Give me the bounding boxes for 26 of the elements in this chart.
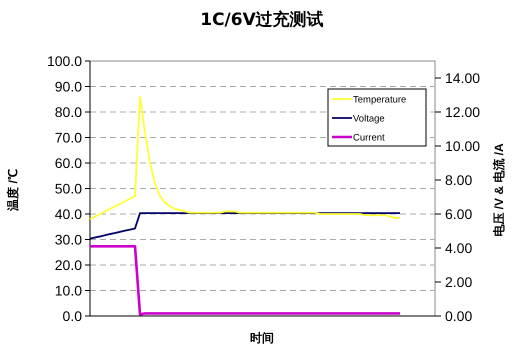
- y2-tick-label: 12.00: [445, 104, 480, 120]
- y-tick-label: 40.0: [54, 206, 82, 222]
- y-tick-label: 80.0: [54, 104, 82, 120]
- y2-tick-label: 6.00: [445, 206, 472, 222]
- y2-tick-label: 0.00: [445, 308, 472, 324]
- y-tick-label: 90.0: [54, 78, 82, 94]
- y-tick-label: 0.0: [62, 308, 82, 324]
- legend-label: Temperature: [353, 94, 406, 106]
- y-tick-label: 50.0: [54, 180, 82, 196]
- y-tick-label: 60.0: [54, 155, 82, 171]
- y2-tick-label: 14.00: [445, 70, 480, 86]
- y2-tick-label: 10.00: [445, 138, 480, 154]
- y2-tick-label: 2.00: [445, 274, 472, 290]
- x-axis-title: 时间: [250, 331, 274, 345]
- y2-tick-label: 8.00: [445, 172, 472, 188]
- y-tick-label: 70.0: [54, 130, 82, 146]
- y2-tick-label: 4.00: [445, 240, 472, 256]
- y-tick-label: 20.0: [54, 257, 82, 273]
- y-tick-label: 30.0: [54, 232, 82, 248]
- chart-title: 1C/6V过充测试: [200, 10, 324, 30]
- legend-label: Current: [353, 132, 386, 144]
- legend-label: Voltage: [353, 114, 385, 124]
- y-axis-title: 温度 /℃: [6, 169, 20, 212]
- y2-axis-title: 电压 /V & 电流 /A: [492, 143, 506, 237]
- y-tick-label: 100.0: [46, 53, 82, 69]
- y-tick-label: 10.0: [54, 282, 82, 298]
